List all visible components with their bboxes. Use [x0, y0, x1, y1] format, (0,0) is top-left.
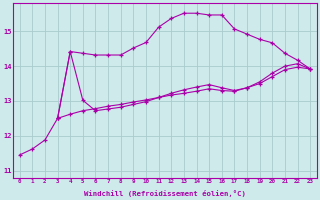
X-axis label: Windchill (Refroidissement éolien,°C): Windchill (Refroidissement éolien,°C) — [84, 190, 246, 197]
